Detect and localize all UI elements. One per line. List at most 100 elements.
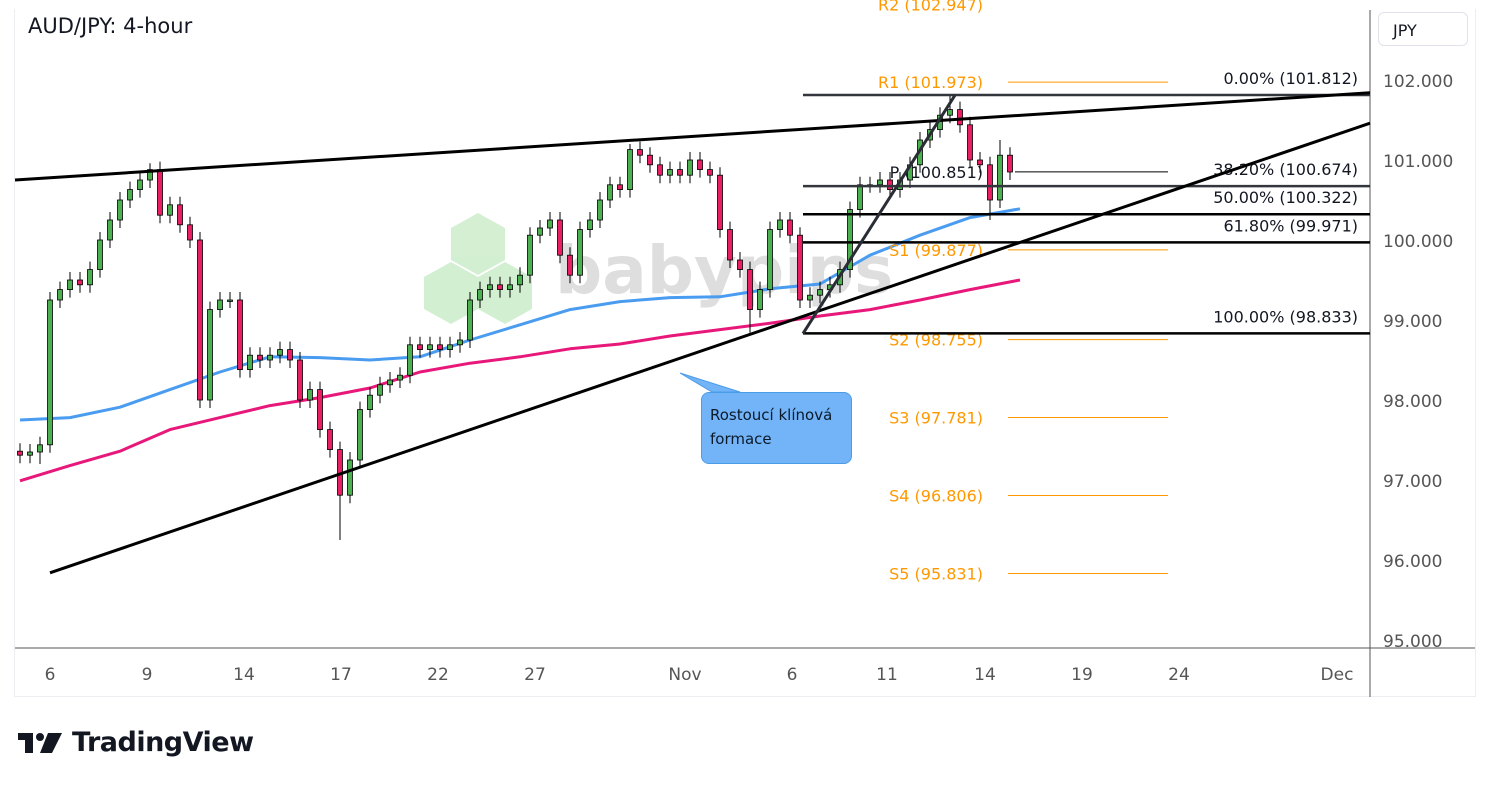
currency-button[interactable]: JPY bbox=[1378, 12, 1468, 46]
candle bbox=[57, 281, 63, 308]
candle-body bbox=[977, 159, 983, 166]
candle bbox=[247, 347, 253, 378]
candle bbox=[677, 161, 683, 184]
time-axis[interactable]: 6 9 14 17 22 27 Nov 6 11 14 19 24 Dec bbox=[45, 665, 1354, 685]
candle bbox=[147, 163, 153, 188]
time-tick-label: 14 bbox=[974, 665, 996, 685]
candle-body bbox=[17, 450, 23, 456]
candle bbox=[877, 172, 883, 193]
annotation-callout[interactable]: Rostoucí klínová formace bbox=[701, 392, 852, 464]
candle bbox=[957, 101, 963, 133]
candle bbox=[177, 196, 183, 233]
candle bbox=[657, 156, 663, 184]
candle-body bbox=[857, 184, 863, 211]
candle-body bbox=[197, 239, 203, 401]
candle-body bbox=[887, 179, 893, 191]
candle-body bbox=[747, 269, 753, 311]
candle-body bbox=[597, 199, 603, 221]
fib-level-label: 0.00% (101.812) bbox=[1223, 69, 1358, 88]
candle-body bbox=[967, 124, 973, 161]
candle bbox=[377, 376, 383, 404]
candle bbox=[707, 161, 713, 184]
candle-body bbox=[57, 289, 63, 301]
candle-body bbox=[467, 299, 473, 341]
candle bbox=[27, 444, 33, 464]
candle bbox=[167, 196, 173, 224]
candle-body bbox=[67, 279, 73, 291]
candle-body bbox=[1007, 154, 1013, 173]
time-tick-label: 6 bbox=[45, 665, 56, 685]
callout-pointer bbox=[679, 372, 741, 393]
candle-body bbox=[117, 199, 123, 221]
candle bbox=[337, 441, 343, 540]
chart-title: AUD/JPY: 4-hour bbox=[28, 14, 193, 38]
tradingview-logo-icon bbox=[18, 732, 62, 753]
price-tick-label: 101.000 bbox=[1383, 152, 1453, 172]
candle bbox=[537, 220, 543, 244]
candle bbox=[967, 116, 973, 168]
candle-body bbox=[697, 159, 703, 171]
candle bbox=[437, 336, 443, 358]
candle-body bbox=[767, 229, 773, 291]
axes bbox=[15, 10, 1475, 697]
candle bbox=[487, 276, 493, 298]
candle-body bbox=[297, 359, 303, 401]
candle bbox=[587, 212, 593, 238]
chart-frame bbox=[14, 9, 1476, 697]
fib-level-label: 61.80% (99.971) bbox=[1223, 216, 1358, 235]
tradingview-logo[interactable]: TradingView bbox=[18, 727, 254, 758]
candle bbox=[97, 232, 103, 278]
candle bbox=[867, 176, 873, 193]
candle-body bbox=[437, 344, 443, 350]
candle-body bbox=[737, 259, 743, 271]
candle-body bbox=[517, 274, 523, 286]
price-tick-label: 102.000 bbox=[1383, 72, 1453, 92]
candle-body bbox=[957, 109, 963, 126]
candle-body bbox=[137, 179, 143, 191]
candle-body bbox=[87, 269, 93, 286]
candle bbox=[357, 401, 363, 468]
time-tick-label: 17 bbox=[330, 665, 352, 685]
candle bbox=[327, 421, 333, 458]
candle-body bbox=[717, 174, 723, 230]
price-axis[interactable]: 102.000 101.000 100.000 99.000 98.000 97.000 9… bbox=[1383, 72, 1453, 652]
candle-body bbox=[547, 219, 553, 229]
candle bbox=[447, 336, 453, 358]
candle-body bbox=[317, 389, 323, 431]
candle-body bbox=[47, 299, 53, 446]
candle-body bbox=[167, 204, 173, 216]
wedge-lower-trendline bbox=[49, 121, 1371, 575]
time-tick-label: Nov bbox=[668, 665, 701, 685]
candle-body bbox=[817, 289, 823, 296]
candle-body bbox=[657, 164, 663, 176]
candle-body bbox=[527, 234, 533, 276]
candle-body bbox=[277, 349, 283, 356]
candle-body bbox=[557, 219, 563, 256]
candle bbox=[197, 232, 203, 408]
candle bbox=[387, 372, 393, 393]
candle-body bbox=[267, 354, 273, 361]
price-tick-label: 98.000 bbox=[1383, 392, 1442, 412]
pivot-label: S3 (97.781) bbox=[889, 409, 983, 428]
candle bbox=[17, 443, 23, 464]
candle bbox=[697, 152, 703, 178]
candle-body bbox=[447, 344, 453, 350]
candle-body bbox=[377, 384, 383, 396]
candle-body bbox=[327, 429, 333, 451]
candle-body bbox=[357, 409, 363, 461]
candle bbox=[857, 176, 863, 218]
candle-body bbox=[367, 394, 373, 411]
candle-body bbox=[407, 344, 413, 376]
candle bbox=[67, 272, 73, 298]
candle-body bbox=[457, 339, 463, 346]
time-tick-label: 19 bbox=[1071, 665, 1093, 685]
candle-body bbox=[427, 344, 433, 350]
pivot-label: S2 (98.755) bbox=[889, 331, 983, 350]
candle bbox=[347, 452, 353, 504]
candle-body bbox=[417, 344, 423, 350]
candle bbox=[647, 147, 653, 173]
candle bbox=[287, 341, 293, 368]
pivot-label: S4 (96.806) bbox=[889, 487, 983, 506]
candle bbox=[77, 272, 83, 293]
